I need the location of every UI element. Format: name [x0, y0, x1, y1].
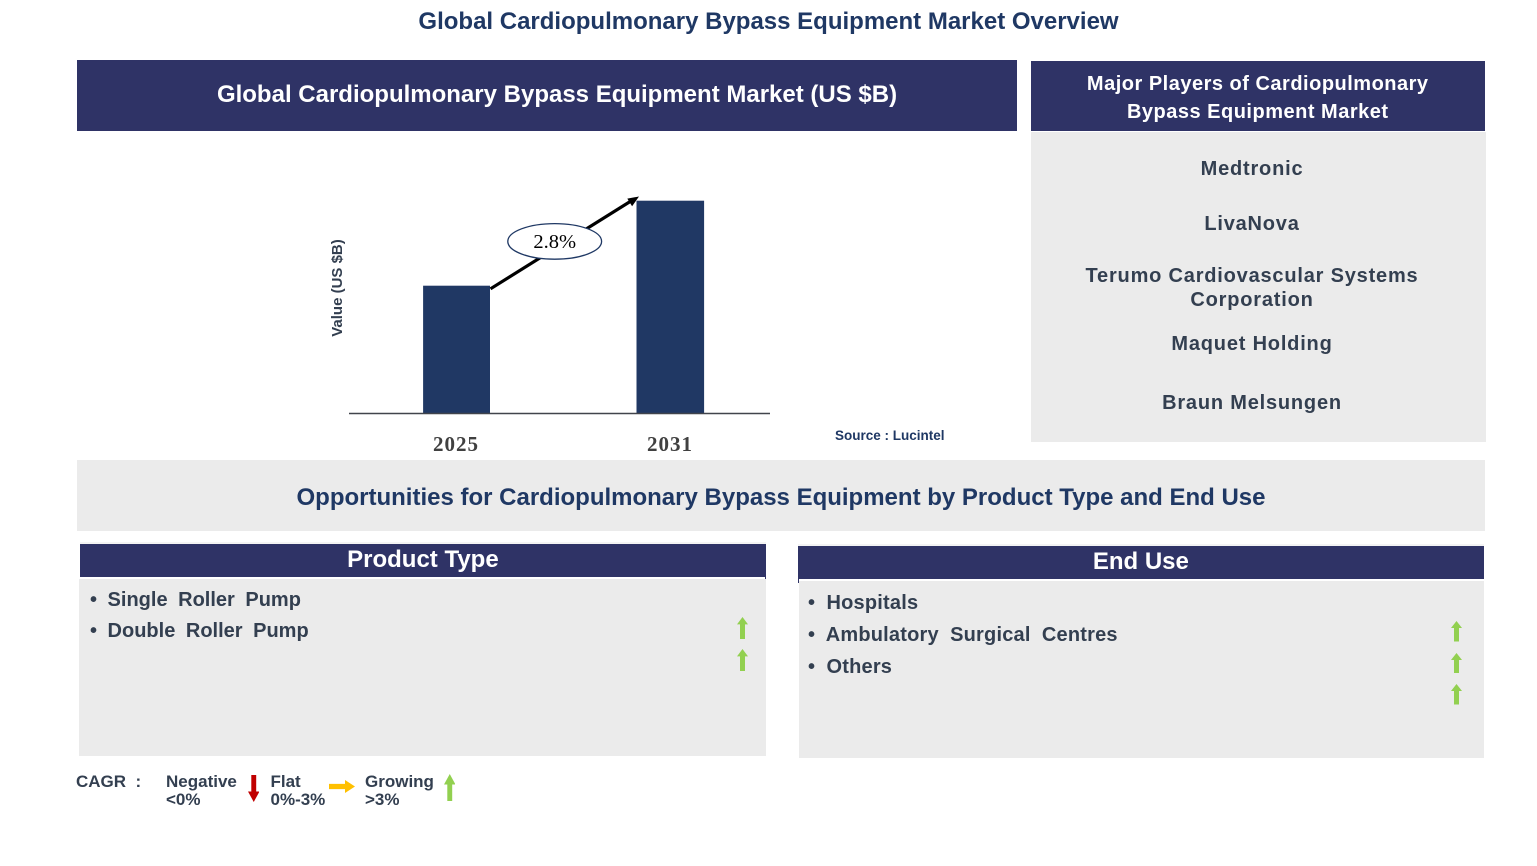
svg-text:2.8%: 2.8%	[533, 231, 576, 253]
